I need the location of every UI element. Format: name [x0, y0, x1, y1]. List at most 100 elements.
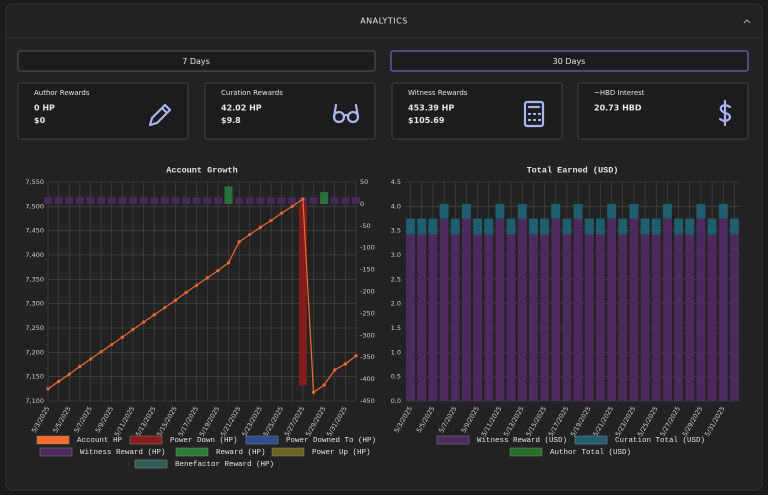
y-tick-label: 0.0	[391, 397, 401, 405]
point	[311, 390, 316, 394]
bar-segment	[629, 218, 639, 401]
card-value: $105.69	[408, 116, 445, 125]
bar-segment	[618, 218, 628, 235]
bar	[267, 197, 276, 204]
chart-title: Account Growth	[166, 165, 237, 175]
panel	[5, 3, 763, 491]
bar	[44, 197, 52, 204]
bar	[192, 197, 201, 204]
bar-segment	[595, 234, 605, 401]
bar-segment	[595, 218, 605, 235]
bar-segment	[573, 203, 583, 219]
y2-tick-label: -400	[360, 375, 375, 383]
bar-segment	[540, 234, 550, 401]
legend-label: Account HP	[77, 437, 123, 445]
legend-swatch	[175, 447, 209, 457]
bar-segment	[707, 234, 717, 401]
y-tick-label: 7,350	[25, 275, 44, 283]
bar	[298, 203, 307, 386]
card-title: Curation Rewards	[221, 89, 283, 97]
bar-segment	[495, 203, 505, 219]
point	[269, 218, 273, 223]
y-tick-label: 7,250	[25, 324, 44, 332]
bar	[213, 197, 222, 204]
y-tick-label: 7,400	[25, 251, 44, 259]
bar-segment	[428, 234, 438, 401]
point	[110, 342, 114, 347]
y-tick-label: 7,200	[25, 348, 44, 356]
legend-label: Power Down (HP)	[170, 437, 238, 445]
bar	[118, 197, 127, 204]
y2-tick-label: -300	[360, 331, 375, 339]
bar-segment	[607, 218, 617, 401]
point	[88, 357, 93, 361]
y2-tick-label: -250	[360, 309, 375, 317]
point	[173, 298, 178, 302]
y-tick-label: 2.0	[391, 300, 401, 308]
point	[333, 368, 337, 372]
point	[205, 276, 209, 280]
point	[354, 354, 358, 358]
y2-tick-label: 50	[360, 178, 368, 186]
bar-segment	[450, 218, 460, 235]
tab-label[interactable]: 7 Days	[182, 57, 210, 66]
point	[78, 364, 82, 369]
card	[17, 82, 189, 140]
bar	[182, 197, 191, 204]
card-title: Witness Rewards	[408, 89, 468, 97]
card-title: Author Rewards	[34, 89, 90, 97]
bar	[160, 197, 169, 204]
card-value: $9.8	[221, 116, 241, 125]
card-value: 453.39 HP	[408, 104, 454, 113]
point	[237, 240, 241, 244]
point	[216, 268, 220, 273]
tab-30-days[interactable]	[390, 50, 749, 72]
legend-label: Witness Reward (HP)	[80, 449, 166, 457]
legend-label: Power Up (HP)	[312, 449, 371, 457]
y2-tick-label: -150	[360, 266, 375, 274]
y-tick-label: 7,300	[25, 300, 44, 308]
y-tick-label: 7,550	[25, 178, 44, 186]
collapse-icon[interactable]	[743, 19, 751, 24]
bar-segment	[551, 218, 561, 401]
bar	[235, 197, 244, 204]
bar	[107, 197, 116, 204]
point	[67, 372, 71, 376]
tab-7-days[interactable]	[17, 50, 376, 72]
bar-segment	[729, 218, 739, 235]
legend-label: Witness Reward (USD)	[477, 437, 567, 445]
bar	[128, 197, 137, 204]
calculator-icon	[523, 100, 545, 128]
bar-segment	[662, 203, 672, 219]
bar-segment	[584, 218, 594, 235]
pencil-icon	[148, 103, 172, 127]
y-tick-label: 0.5	[391, 373, 401, 381]
point	[57, 379, 61, 384]
point	[280, 211, 284, 215]
legend-swatch	[574, 435, 608, 445]
y2-tick-label: -50	[360, 222, 371, 230]
bar-segment	[473, 234, 483, 401]
bar-segment	[584, 234, 594, 401]
bar	[245, 197, 254, 204]
bar-segment	[473, 218, 483, 235]
bar	[150, 197, 159, 204]
bar	[203, 197, 212, 204]
point	[195, 283, 199, 287]
tab-label[interactable]: 30 Days	[553, 57, 586, 66]
bar	[320, 192, 329, 204]
bar-segment	[461, 218, 471, 401]
bar-segment	[506, 218, 516, 235]
bar-segment	[562, 218, 572, 235]
legend-swatch	[134, 459, 168, 469]
bar-segment	[506, 234, 516, 401]
point	[46, 387, 50, 391]
bar-segment	[439, 203, 449, 219]
legend-swatch	[39, 447, 73, 457]
legend-label: Power Downed To (HP)	[286, 437, 376, 445]
bar-segment	[517, 218, 527, 401]
bar-segment	[729, 234, 739, 401]
bar-segment	[528, 218, 538, 235]
y-tick-label: 3.0	[391, 251, 401, 259]
